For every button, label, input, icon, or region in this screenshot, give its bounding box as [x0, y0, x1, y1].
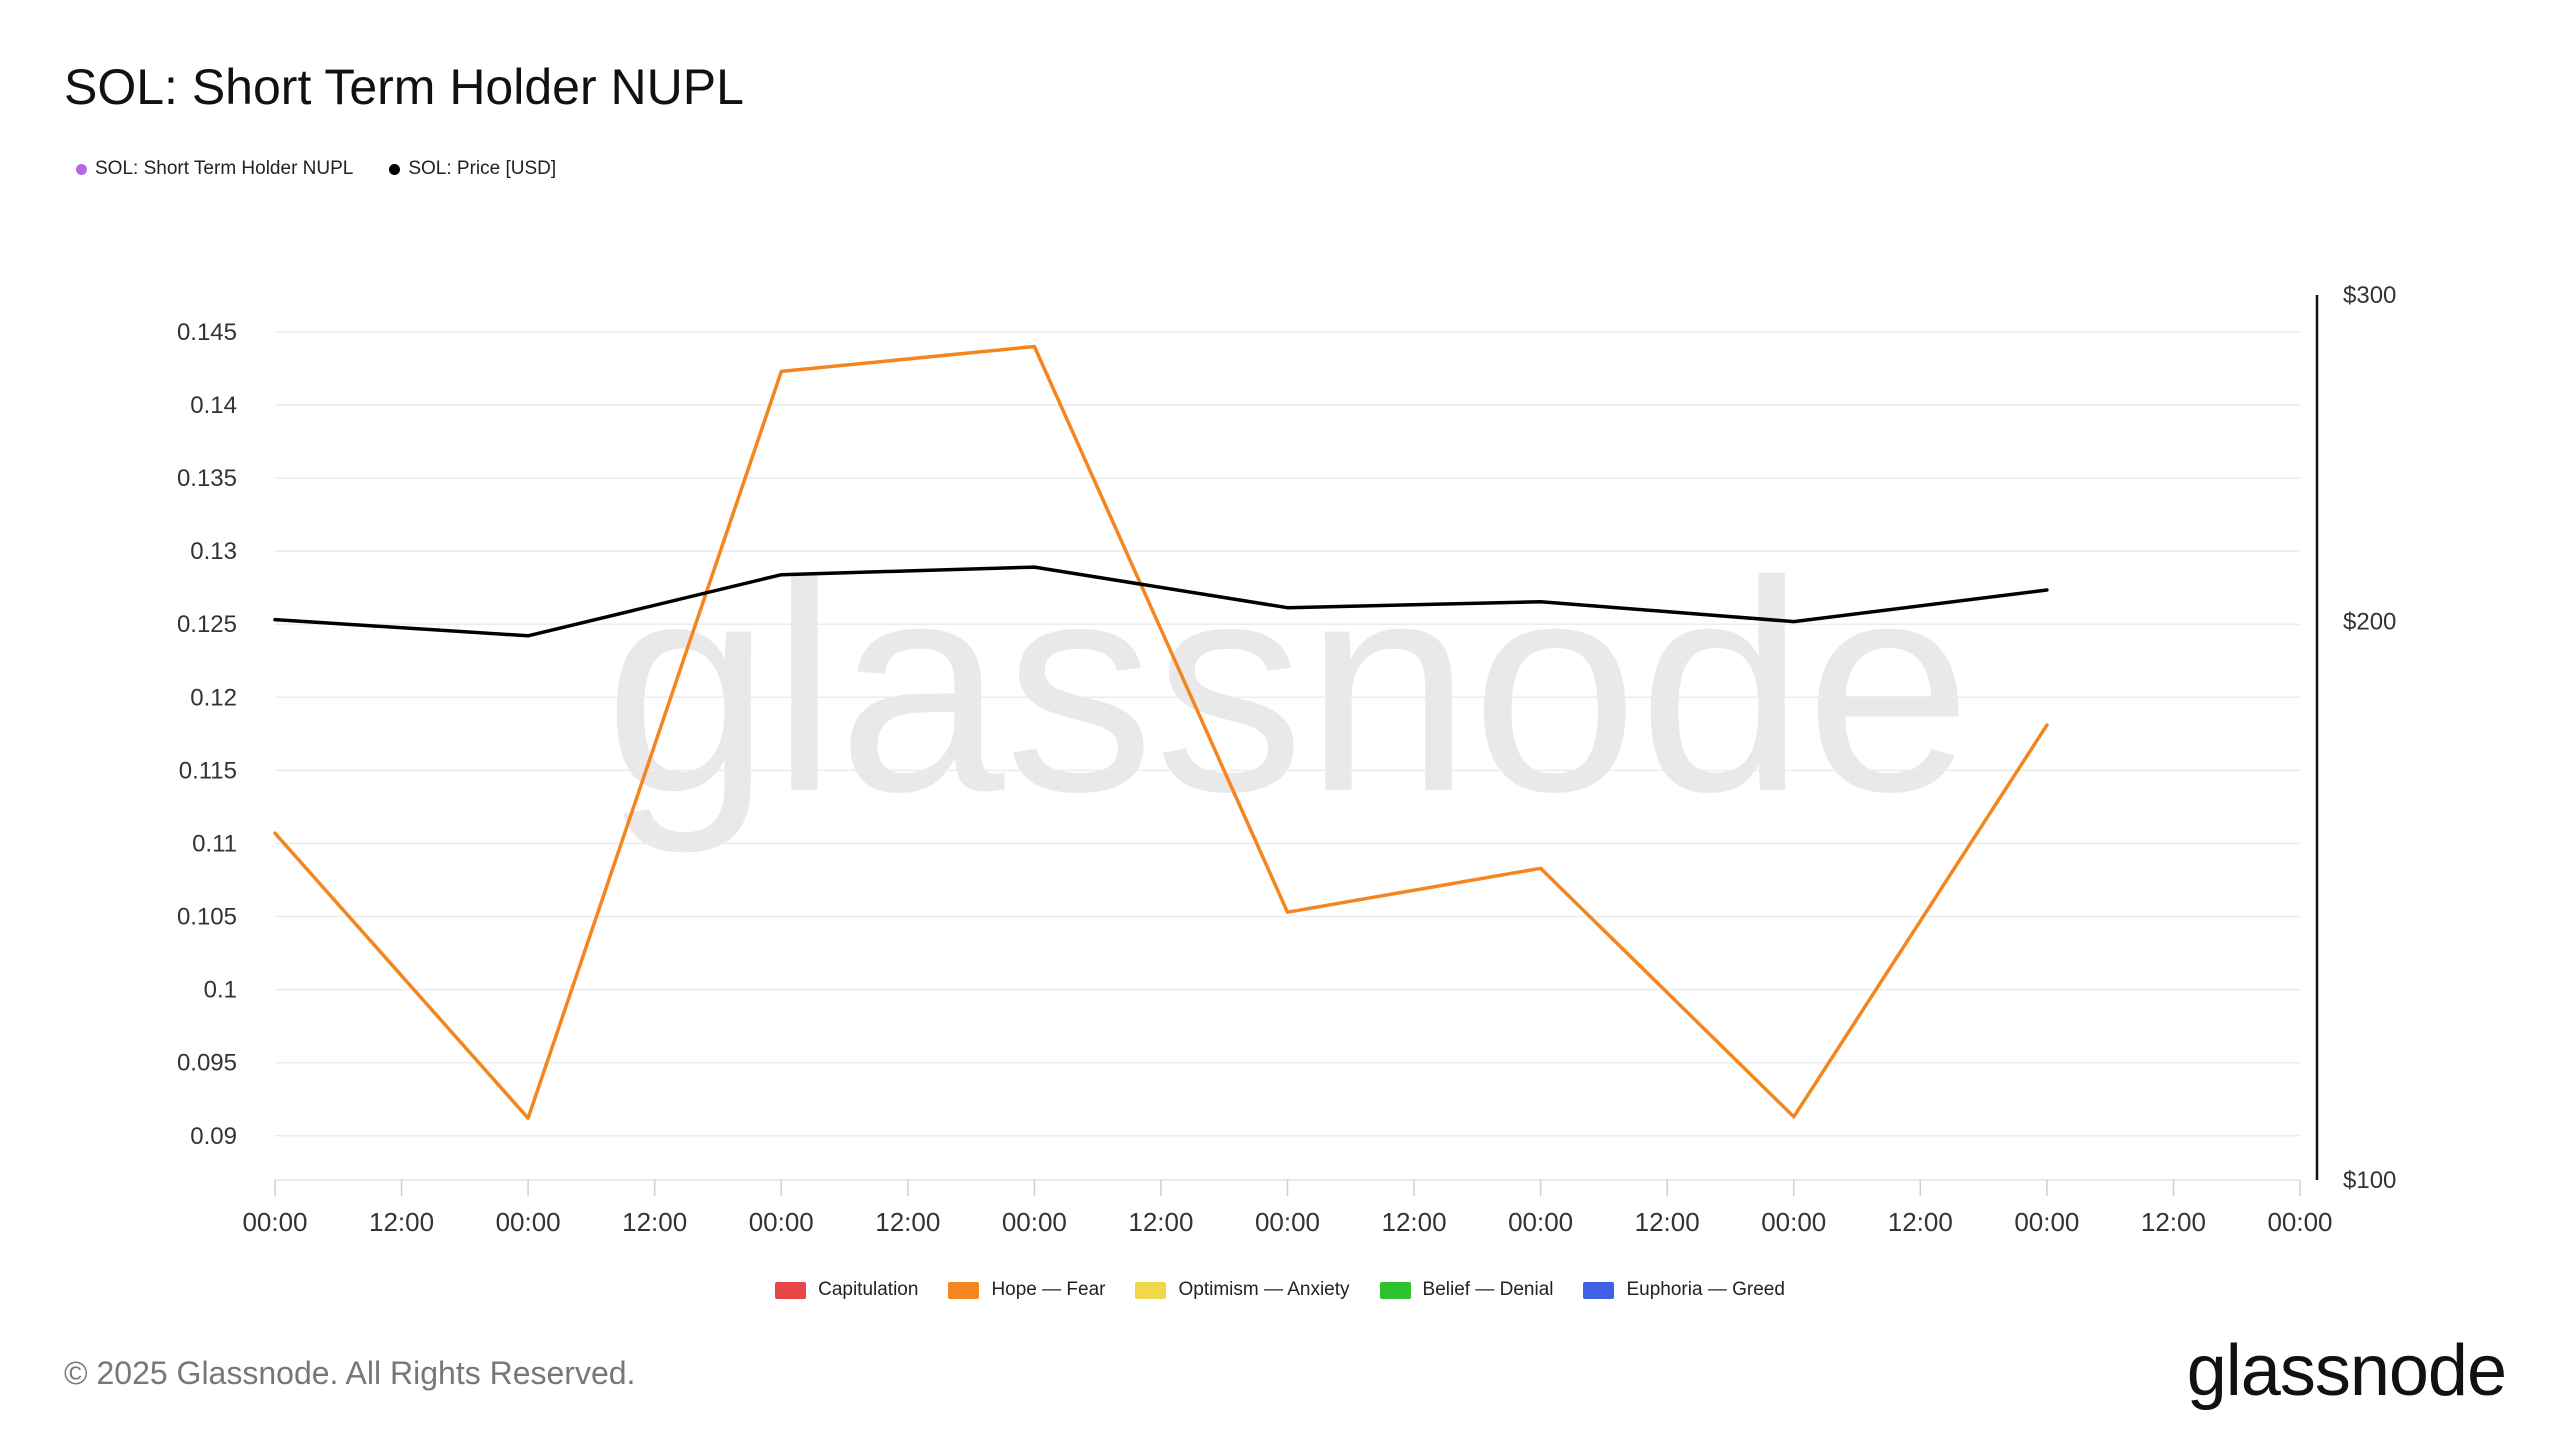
y-left-tick-label: 0.125 [177, 611, 237, 638]
top-legend: SOL: Short Term Holder NUPL SOL: Price [… [76, 158, 556, 180]
y-right-tick-label: $200 [2343, 609, 2396, 636]
phase-swatch-optimism-anxiety [1135, 1281, 1167, 1299]
y-left-tick-label: 0.12 [190, 684, 237, 711]
copyright-notice: © 2025 Glassnode. All Rights Reserved. [64, 1355, 636, 1391]
x-tick-label: 00:00 [749, 1207, 814, 1237]
y-left-tick-label: 0.135 [177, 465, 237, 492]
phase-capitulation[interactable]: Capitulation [775, 1279, 918, 1301]
phase-hope-fear[interactable]: Hope — Fear [948, 1279, 1105, 1301]
chart-title: SOL: Short Term Holder NUPL [64, 59, 744, 115]
y-left-tick-label: 0.115 [179, 757, 237, 784]
glassnode-logo[interactable]: glassnode [2186, 1331, 2507, 1411]
y-left-tick-label: 0.095 [177, 1050, 237, 1077]
y-right-tick-label: $300 [2343, 282, 2396, 309]
legend-label-price: SOL: Price [USD] [408, 158, 557, 179]
legend-item-price[interactable]: SOL: Price [USD] [389, 158, 556, 180]
x-tick-label: 00:00 [1002, 1207, 1067, 1237]
x-tick-label: 12:00 [622, 1207, 687, 1237]
y-left-tick-label: 0.11 [192, 830, 237, 857]
x-tick-label: 12:00 [875, 1207, 940, 1237]
phase-label-optimism-anxiety: Optimism — Anxiety [1178, 1279, 1350, 1300]
x-tick-label: 12:00 [1128, 1207, 1193, 1237]
x-tick-label: 00:00 [2014, 1207, 2079, 1237]
phase-swatch-capitulation [775, 1281, 807, 1299]
x-tick-label: 12:00 [1635, 1207, 1700, 1237]
x-tick-label: 00:00 [496, 1207, 561, 1237]
x-tick-label: 00:00 [2267, 1207, 2332, 1237]
phase-label-euphoria-greed: Euphoria — Greed [1626, 1279, 1785, 1300]
x-tick-label: 00:00 [1255, 1207, 1320, 1237]
phase-label-belief-denial: Belief — Denial [1422, 1279, 1554, 1300]
phase-swatch-hope-fear [948, 1281, 980, 1299]
y-left-tick-label: 0.145 [177, 319, 237, 346]
y-left-tick-label: 0.13 [190, 538, 237, 565]
y-left-tick-label: 0.14 [190, 392, 237, 419]
y-left-tick-label: 0.1 [204, 977, 237, 1004]
x-tick-label: 12:00 [2141, 1207, 2206, 1237]
phase-belief-denial[interactable]: Belief — Denial [1379, 1279, 1554, 1301]
y-left-tick-label: 0.09 [190, 1123, 237, 1150]
y-left-tick-label: 0.105 [177, 904, 237, 931]
nupl-series-line [273, 344, 2049, 1120]
watermark: glassnode [604, 518, 1972, 856]
phase-euphoria-greed[interactable]: Euphoria — Greed [1583, 1279, 1785, 1301]
legend-label-nupl: SOL: Short Term Holder NUPL [95, 158, 354, 179]
y-right-tick-label: $100 [2343, 1167, 2396, 1194]
price-series-line [273, 565, 2049, 638]
x-tick-label: 12:00 [1888, 1207, 1953, 1237]
legend-dot-nupl [76, 163, 87, 175]
x-tick-label: 12:00 [1382, 1207, 1447, 1237]
phase-legend: Capitulation Hope — Fear Optimism — Anxi… [0, 1279, 2560, 1301]
phase-label-hope-fear: Hope — Fear [991, 1279, 1106, 1300]
phase-swatch-belief-denial [1379, 1281, 1411, 1299]
legend-dot-price [389, 163, 401, 175]
legend-item-nupl[interactable]: SOL: Short Term Holder NUPL [76, 158, 353, 180]
phase-optimism-anxiety[interactable]: Optimism — Anxiety [1135, 1279, 1350, 1301]
phase-label-capitulation: Capitulation [818, 1279, 919, 1300]
x-tick-label: 00:00 [1508, 1207, 1573, 1237]
x-tick-label: 12:00 [369, 1207, 434, 1237]
x-tick-label: 00:00 [1761, 1207, 1826, 1237]
phase-swatch-euphoria-greed [1583, 1281, 1615, 1299]
x-tick-label: 00:00 [242, 1207, 307, 1237]
